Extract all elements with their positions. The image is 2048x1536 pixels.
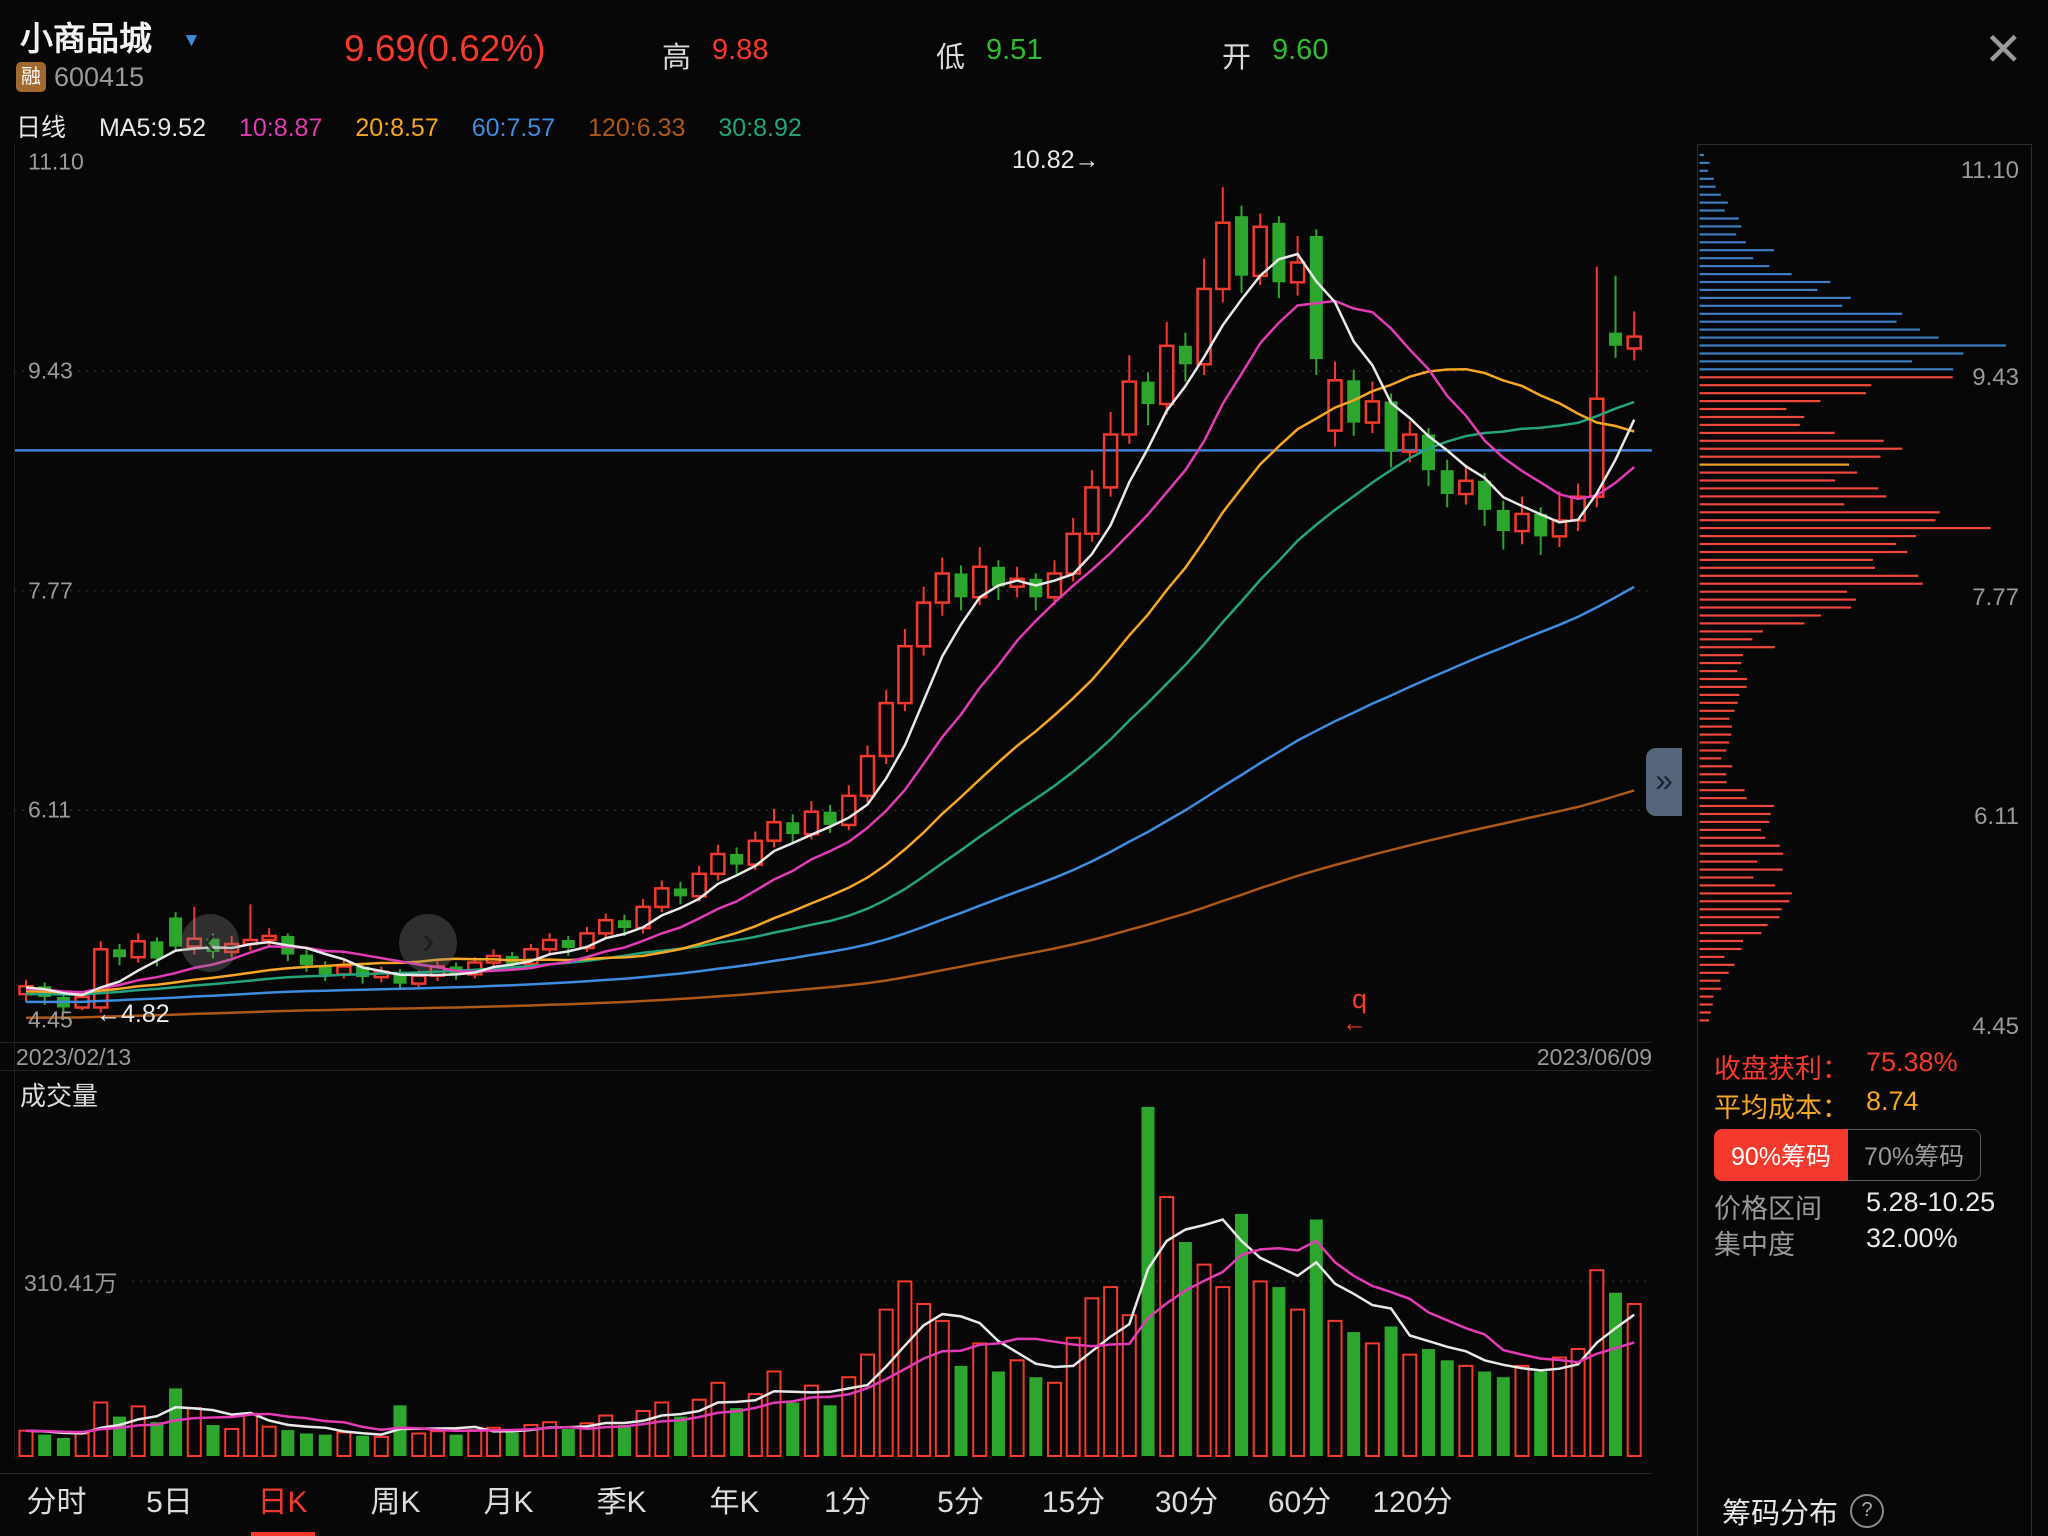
price-axis-label: 6.11 [28,796,72,823]
collapse-panel-handle[interactable]: » [1646,748,1682,816]
profit-ratio-label: 收盘获利： [1714,1054,1849,1084]
chip-price-axis-label: 6.11 [1974,803,2019,831]
chevron-down-icon[interactable]: ▼ [182,30,201,51]
ma120-legend: 120:6.33 [588,114,686,142]
high-value: 9.88 [712,34,769,66]
toggle-90-chips[interactable]: 90%筹码 [1714,1129,1849,1181]
pan-right-button[interactable]: › [399,914,457,972]
tab-60min[interactable]: 60分 [1267,1486,1332,1519]
main-candlestick-chart[interactable] [14,144,1652,1044]
tab-monthly-k[interactable]: 月K [483,1486,534,1519]
tab-15min[interactable]: 15分 [1041,1486,1106,1519]
divider [0,1070,1652,1071]
tab-fenshi[interactable]: 分时 [26,1486,87,1519]
current-price-change: 9.69(0.62%) [344,28,546,69]
open-value: 9.60 [1272,34,1329,66]
chart-left-border [14,144,15,1458]
chip-range-toggle: 90%筹码 70%筹码 [1714,1129,1982,1181]
event-marker-arrow-icon: ← [1342,1009,1367,1037]
price-band-row: 价格区间 5.28-10.25 [1714,1187,1995,1226]
ma20-legend: 20:8.57 [355,114,439,142]
stock-name[interactable]: 小商品城 [20,20,152,57]
double-chevron-right-icon: » [1655,762,1673,798]
avg-cost-row: 平均成本： 8.74 [1714,1086,1919,1125]
tab-120min[interactable]: 120分 [1372,1486,1453,1519]
high-label: 高 [662,42,692,74]
price-band-label: 价格区间 [1714,1194,1822,1224]
profit-ratio-row: 收盘获利： 75.38% [1714,1047,1958,1086]
price-band-value: 5.28-10.25 [1866,1187,1996,1217]
event-marker: q ← [1342,984,1368,1037]
period-high-annotation: 10.82→ [1012,146,1100,174]
volume-chart[interactable] [14,1072,1652,1458]
price-axis-label: 7.77 [28,577,73,604]
tab-weekly-k[interactable]: 周K [370,1486,421,1519]
close-icon[interactable]: ✕ [1984,23,2023,75]
price-axis-label: 9.43 [28,357,73,384]
open-label: 开 [1222,42,1252,74]
avg-cost-label: 平均成本： [1714,1093,1849,1123]
chevron-left-icon: ‹ [203,919,217,963]
chip-price-axis-label: 7.77 [1972,583,2019,611]
chip-price-axis-label: 9.43 [1972,363,2019,391]
chip-footer-label: 筹码分布 [1722,1498,1839,1530]
pan-left-button[interactable]: ‹ [181,914,239,972]
tab-quarterly-k[interactable]: 季K [596,1486,647,1519]
chip-price-axis-label: 11.10 [1960,157,2019,184]
tab-30min[interactable]: 30分 [1154,1486,1219,1519]
volume-gridline-label: 310.41万 [24,1270,118,1296]
ma10-legend: 10:8.87 [238,114,323,142]
ma30-legend: 30:8.92 [718,114,802,142]
help-question-icon[interactable]: ? [1850,1494,1885,1528]
toggle-70-chips[interactable]: 70%筹码 [1848,1129,1982,1181]
chip-distribution-histogram[interactable] [1698,151,2031,1041]
chart-end-date: 2023/06/09 [1536,1044,1652,1070]
price-axis-label: 4.45 [28,1006,73,1033]
stock-code: 600415 [54,62,145,92]
chevron-right-icon: › [421,919,435,963]
ma5-legend: MA5:9.52 [98,114,206,142]
chart-start-date: 2023/02/13 [16,1044,132,1070]
tab-5min[interactable]: 5分 [937,1486,984,1519]
profit-ratio-value: 75.38% [1866,1047,1958,1077]
chip-price-axis-label: 4.45 [1972,1013,2019,1040]
tab-5day[interactable]: 5日 [146,1486,193,1519]
chip-distribution-panel: 收盘获利： 75.38% 平均成本： 8.74 90%筹码 70%筹码 价格区间… [1697,144,2032,1536]
price-axis-label: 11.10 [28,148,84,175]
tab-daily-k[interactable]: 日K [226,1474,339,1536]
low-value: 9.51 [986,34,1043,66]
tab-yearly-k[interactable]: 年K [709,1486,760,1519]
chip-footer: 筹码分布 ? [1722,1490,1885,1532]
low-label: 低 [936,42,966,74]
concentration-row: 集中度 32.00% [1714,1223,1958,1262]
ma-indicator-bar: 日线 MA5:9.52 10:8.87 20:8.57 60:7.57 120:… [16,108,828,144]
margin-trading-badge: 融 [16,62,46,92]
period-low-annotation: ←4.82 [96,1000,170,1028]
price-axis-left: 11.10 9.43 7.77 6.11 4.45 [28,0,118,1050]
ma60-legend: 60:7.57 [471,114,556,142]
concentration-label: 集中度 [1714,1230,1795,1260]
divider [0,1042,1652,1043]
avg-cost-value: 8.74 [1866,1086,1919,1116]
volume-title: 成交量 [20,1081,99,1111]
period-label: 日线 [16,114,67,142]
period-tab-bar: 分时 5日 日K 周K 月K 季K 年K 1分 5分 15分 30分 60分 1… [0,1473,1652,1536]
concentration-value: 32.00% [1866,1223,1958,1253]
tab-1min[interactable]: 1分 [824,1486,871,1519]
